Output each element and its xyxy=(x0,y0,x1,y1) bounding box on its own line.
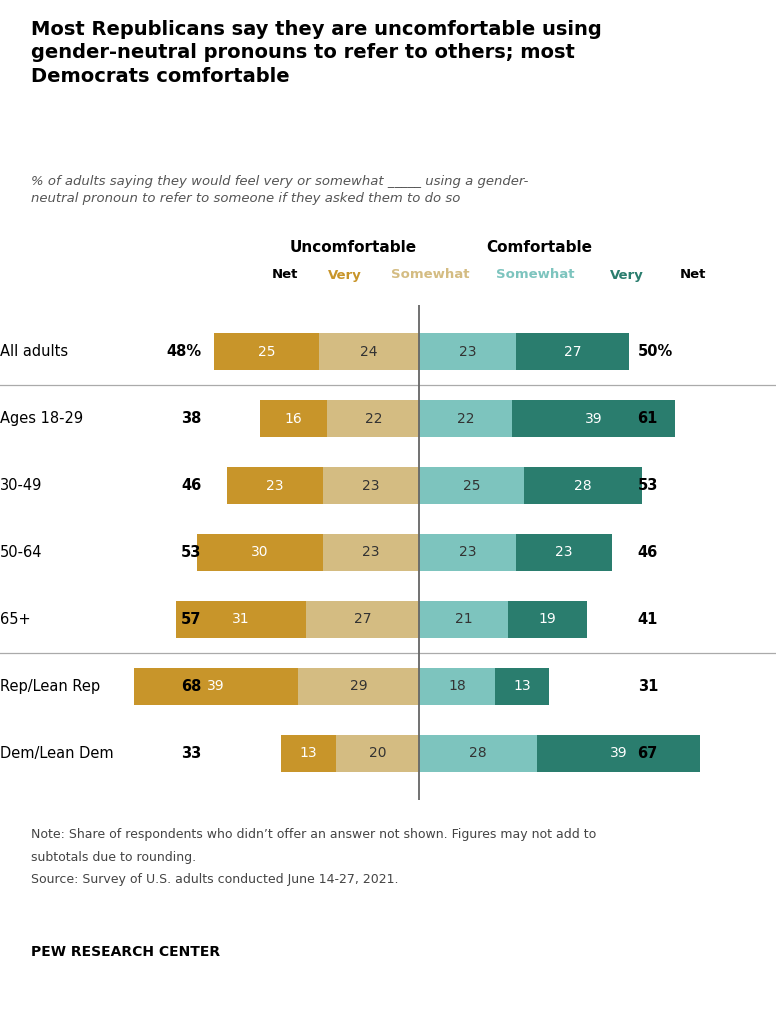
Text: Net: Net xyxy=(272,268,298,281)
Text: 16: 16 xyxy=(285,411,303,426)
Text: 13: 13 xyxy=(514,679,531,694)
Text: 31: 31 xyxy=(232,613,250,626)
Text: Net: Net xyxy=(680,268,706,281)
Bar xyxy=(508,601,587,637)
Bar xyxy=(323,534,420,571)
Text: All adults: All adults xyxy=(0,345,68,359)
Text: 18: 18 xyxy=(449,679,466,694)
Bar xyxy=(134,668,298,705)
Text: 57: 57 xyxy=(181,612,201,627)
Text: 31: 31 xyxy=(638,679,658,694)
Bar xyxy=(511,400,675,437)
Bar xyxy=(420,468,525,504)
Text: 25: 25 xyxy=(258,345,275,359)
Text: 28: 28 xyxy=(574,479,592,493)
Bar xyxy=(335,735,420,771)
Text: 61: 61 xyxy=(638,411,658,427)
Text: 68: 68 xyxy=(181,679,201,694)
Text: 23: 23 xyxy=(459,545,476,560)
Text: 46: 46 xyxy=(638,545,658,560)
Text: Source: Survey of U.S. adults conducted June 14-27, 2021.: Source: Survey of U.S. adults conducted … xyxy=(31,873,399,886)
Text: 38: 38 xyxy=(181,411,201,427)
Text: 39: 39 xyxy=(207,679,225,694)
Bar xyxy=(516,534,612,571)
Text: 67: 67 xyxy=(638,746,658,761)
Text: 25: 25 xyxy=(463,479,480,493)
Text: Rep/Lean Rep: Rep/Lean Rep xyxy=(0,679,100,694)
Text: 22: 22 xyxy=(457,411,474,426)
Text: 23: 23 xyxy=(362,545,380,560)
Text: 39: 39 xyxy=(610,746,628,760)
Text: 23: 23 xyxy=(266,479,283,493)
Text: 50-64: 50-64 xyxy=(0,545,43,560)
Text: % of adults saying they would feel very or somewhat _____ using a gender-
neutra: % of adults saying they would feel very … xyxy=(31,175,528,205)
Bar xyxy=(227,468,323,504)
Text: 65+: 65+ xyxy=(0,612,30,627)
Bar xyxy=(319,333,420,370)
Bar xyxy=(323,468,420,504)
Bar xyxy=(197,534,323,571)
Text: Very: Very xyxy=(328,268,362,281)
Text: 46: 46 xyxy=(181,478,201,493)
Text: 39: 39 xyxy=(585,411,602,426)
Text: 23: 23 xyxy=(459,345,476,359)
Text: 53: 53 xyxy=(638,478,658,493)
Bar xyxy=(420,534,516,571)
Text: 19: 19 xyxy=(539,613,556,626)
Text: 29: 29 xyxy=(350,679,368,694)
Text: Dem/Lean Dem: Dem/Lean Dem xyxy=(0,746,113,761)
Text: 23: 23 xyxy=(362,479,380,493)
Text: Very: Very xyxy=(610,268,644,281)
Text: 33: 33 xyxy=(181,746,201,761)
Bar xyxy=(176,601,307,637)
Bar xyxy=(516,333,629,370)
Text: 30: 30 xyxy=(251,545,268,560)
Bar xyxy=(260,400,327,437)
Text: 41: 41 xyxy=(638,612,658,627)
Bar xyxy=(525,468,642,504)
Text: Somewhat: Somewhat xyxy=(496,268,574,281)
Text: 50%: 50% xyxy=(638,345,673,359)
Bar xyxy=(495,668,549,705)
Bar xyxy=(420,601,508,637)
Bar xyxy=(420,400,511,437)
Text: 27: 27 xyxy=(354,613,372,626)
Text: Ages 18-29: Ages 18-29 xyxy=(0,411,83,427)
Text: 21: 21 xyxy=(455,613,473,626)
Bar xyxy=(420,668,495,705)
Text: 13: 13 xyxy=(300,746,317,760)
Text: 20: 20 xyxy=(369,746,386,760)
Text: Comfortable: Comfortable xyxy=(487,240,592,256)
Bar xyxy=(307,601,420,637)
Text: Note: Share of respondents who didn’t offer an answer not shown. Figures may not: Note: Share of respondents who didn’t of… xyxy=(31,828,596,841)
Text: 27: 27 xyxy=(564,345,581,359)
Text: 22: 22 xyxy=(365,411,382,426)
Text: Most Republicans say they are uncomfortable using
gender-neutral pronouns to ref: Most Republicans say they are uncomforta… xyxy=(31,20,602,86)
Text: subtotals due to rounding.: subtotals due to rounding. xyxy=(31,850,196,863)
Text: Uncomfortable: Uncomfortable xyxy=(289,240,417,256)
Text: 48%: 48% xyxy=(166,345,201,359)
Text: 30-49: 30-49 xyxy=(0,478,43,493)
Bar xyxy=(214,333,319,370)
Bar xyxy=(327,400,420,437)
Text: Somewhat: Somewhat xyxy=(391,268,469,281)
Bar xyxy=(537,735,701,771)
Bar xyxy=(420,735,537,771)
Text: 24: 24 xyxy=(360,345,378,359)
Text: 53: 53 xyxy=(181,545,201,560)
Bar xyxy=(281,735,335,771)
Bar xyxy=(298,668,420,705)
Text: 28: 28 xyxy=(469,746,487,760)
Text: 23: 23 xyxy=(556,545,573,560)
Bar xyxy=(420,333,516,370)
Text: PEW RESEARCH CENTER: PEW RESEARCH CENTER xyxy=(31,945,220,959)
